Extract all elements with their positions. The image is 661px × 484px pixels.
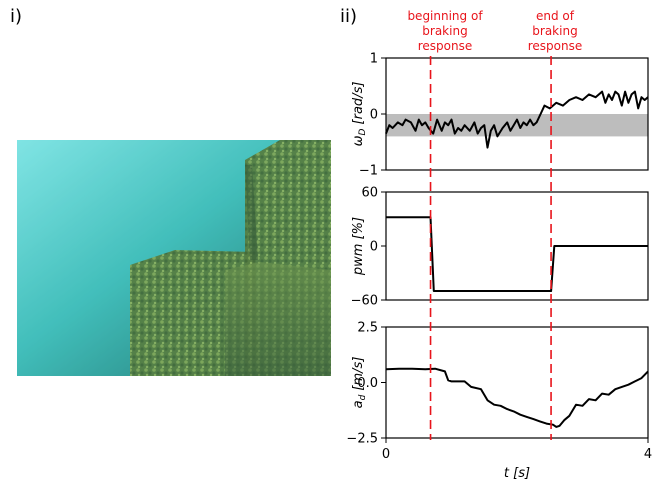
- annotation-begin-line2: braking: [422, 24, 467, 38]
- y-tick-label-1-0: 1: [370, 52, 378, 67]
- series-line-1: [385, 90, 649, 149]
- subplot-2: 60 0 −60 pwm [%]: [351, 186, 649, 309]
- y-tick-label-2-2: −60: [351, 294, 378, 309]
- annotation-begin: beginning of braking response: [407, 9, 483, 53]
- y-axis-label-1: ωD [rad/s]: [351, 82, 368, 147]
- series-line-3: [385, 367, 649, 428]
- annotation-begin-line3: response: [418, 39, 473, 53]
- annotation-end-line1: end of: [536, 9, 575, 23]
- annotation-end: end of braking response: [528, 9, 583, 53]
- y-axis-label-3: ad [m/s]: [351, 357, 368, 409]
- annotation-end-line2: braking: [532, 24, 577, 38]
- y-tick-label-3-1: 0.0: [357, 376, 378, 391]
- subplot-3: 2.5 0.0 −2.5 0 4 t [s] ad [m/s]: [346, 321, 652, 482]
- annotation-begin-line1: beginning of: [407, 9, 483, 23]
- y-tick-label-2-0: 60: [361, 186, 378, 201]
- annotation-end-line3: response: [528, 39, 583, 53]
- reference-band: [386, 114, 648, 137]
- panel-label-i: i): [10, 6, 22, 27]
- y-tick-label-3-2: −2.5: [346, 432, 378, 447]
- panel-label-ii: ii): [340, 6, 357, 27]
- series-line-2: [386, 216, 648, 292]
- y-axis-label-2: pwm [%]: [351, 217, 366, 276]
- subplot-1: 1 0 −1 ωD [rad/s]: [351, 52, 649, 179]
- underwater-photo: [17, 140, 331, 376]
- x-tick-label-0: 0: [382, 447, 390, 462]
- x-axis-label: t [s]: [504, 466, 530, 481]
- y-tick-label-1-1: 0: [370, 108, 378, 123]
- y-tick-label-1-2: −1: [359, 164, 378, 179]
- y-tick-label-3-0: 2.5: [357, 321, 378, 336]
- chart-area: 1 0 −1 ωD [rad/s] 60 0 −60 pwm [%] 2.5 0.0 −2.5 0 4 t…: [346, 52, 652, 482]
- axes-frame-3: [385, 326, 649, 439]
- y-tick-label-2-1: 0: [370, 240, 378, 255]
- x-tick-label-1: 4: [644, 447, 652, 462]
